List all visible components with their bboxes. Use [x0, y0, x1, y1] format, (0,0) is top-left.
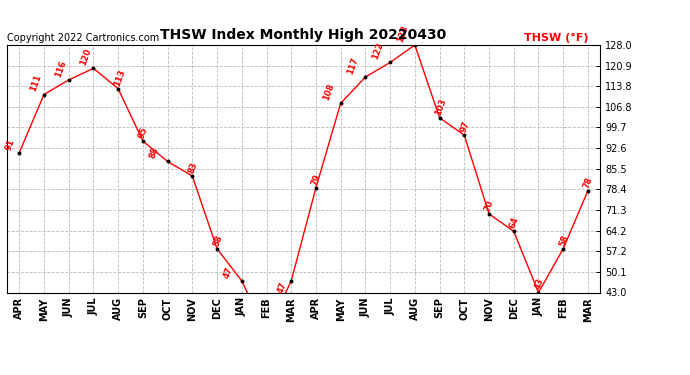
Text: 111: 111 — [28, 74, 43, 93]
Point — [286, 278, 297, 284]
Point — [533, 290, 544, 296]
Point — [112, 86, 124, 92]
Point — [310, 184, 322, 190]
Text: 120: 120 — [78, 47, 92, 67]
Text: Copyright 2022 Cartronics.com: Copyright 2022 Cartronics.com — [7, 33, 159, 42]
Text: 64: 64 — [508, 216, 520, 230]
Point — [409, 42, 420, 48]
Text: 117: 117 — [346, 56, 360, 76]
Point — [335, 100, 346, 106]
Text: 103: 103 — [434, 97, 448, 116]
Text: 108: 108 — [321, 82, 335, 102]
Point — [63, 77, 75, 83]
Point — [261, 330, 272, 336]
Title: THSW Index Monthly High 20220430: THSW Index Monthly High 20220430 — [161, 28, 446, 42]
Text: 47: 47 — [222, 266, 235, 279]
Text: 91: 91 — [4, 137, 17, 152]
Text: 83: 83 — [187, 161, 199, 175]
Text: 88: 88 — [148, 146, 161, 160]
Point — [187, 173, 198, 179]
Text: 97: 97 — [459, 120, 471, 134]
Text: 58: 58 — [211, 233, 224, 248]
Point — [39, 92, 50, 98]
Text: 128: 128 — [395, 24, 410, 44]
Point — [384, 60, 395, 66]
Text: THSW (°F): THSW (°F) — [524, 33, 589, 42]
Point — [484, 211, 495, 217]
Point — [582, 188, 593, 194]
Point — [236, 278, 247, 284]
Point — [360, 74, 371, 80]
Text: 70: 70 — [484, 199, 495, 213]
Point — [14, 150, 25, 156]
Point — [459, 132, 470, 138]
Text: 43: 43 — [533, 277, 545, 291]
Text: 95: 95 — [137, 126, 150, 140]
Text: 78: 78 — [582, 176, 595, 189]
Point — [88, 65, 99, 71]
Text: 47: 47 — [276, 281, 288, 295]
Text: 79: 79 — [310, 172, 323, 186]
Text: 116: 116 — [53, 59, 68, 78]
Point — [509, 228, 520, 234]
Point — [212, 246, 223, 252]
Point — [434, 115, 445, 121]
Point — [558, 246, 569, 252]
Point — [162, 159, 173, 165]
Point — [137, 138, 148, 144]
Text: 122: 122 — [371, 42, 385, 61]
Text: 113: 113 — [112, 68, 127, 87]
Text: 29: 29 — [0, 374, 1, 375]
Text: 58: 58 — [558, 233, 570, 248]
